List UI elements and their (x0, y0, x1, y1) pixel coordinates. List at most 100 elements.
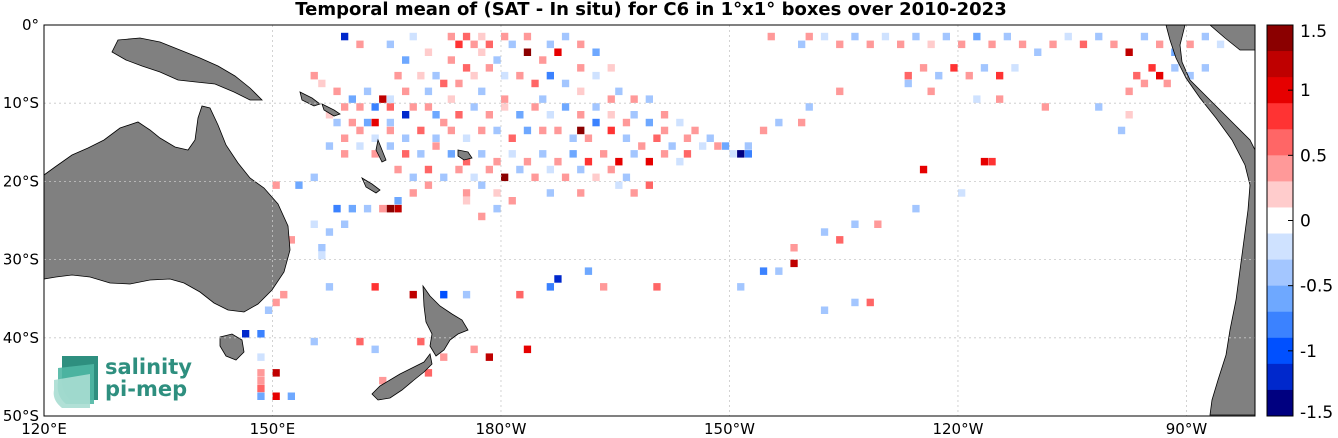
data-cell (478, 126, 486, 135)
longitude-tick-label: 150°W (704, 420, 755, 438)
data-cell (402, 87, 410, 96)
data-cell (379, 95, 387, 103)
data-cell (462, 157, 471, 166)
data-cell (508, 150, 516, 158)
data-cell (1186, 40, 1194, 49)
data-cell (577, 40, 585, 49)
data-cell (371, 118, 379, 127)
data-cell (653, 134, 661, 142)
data-cell (561, 79, 570, 88)
data-cell (980, 157, 989, 166)
data-cell (462, 64, 471, 72)
data-cell (257, 384, 265, 393)
data-cell (523, 126, 532, 135)
data-cell (470, 103, 478, 111)
data-cell (607, 64, 615, 72)
data-cell (402, 111, 410, 119)
data-cell (714, 142, 722, 150)
data-cell (851, 298, 859, 307)
latitude-tick-label: 0° (22, 16, 39, 34)
data-cell (440, 79, 448, 88)
data-cell (341, 220, 349, 228)
data-cell (371, 103, 379, 111)
data-cell (371, 134, 379, 142)
data-cell (394, 71, 402, 80)
data-cell (965, 71, 973, 80)
data-cell (325, 111, 334, 119)
data-cell (805, 103, 813, 111)
colorbar-swatch (1267, 389, 1293, 417)
data-cell (660, 126, 669, 135)
data-cell (1003, 32, 1011, 41)
data-cell (577, 64, 585, 72)
data-cell (325, 142, 334, 150)
data-cell (592, 173, 600, 182)
data-cell (820, 228, 829, 236)
data-cell (478, 48, 486, 56)
colorbar-swatch (1267, 285, 1293, 313)
data-cell (424, 48, 433, 56)
data-cell (683, 150, 692, 158)
data-cell (295, 181, 303, 189)
data-cell (318, 244, 326, 252)
colorbar-tick-label: 1 (1300, 81, 1311, 101)
data-cell (912, 32, 920, 41)
fiji-islands (457, 149, 473, 161)
data-cell (485, 40, 493, 49)
data-cell (600, 150, 608, 158)
data-cell (1064, 32, 1072, 41)
anomaly-cells (242, 32, 1240, 400)
data-cell (1095, 103, 1103, 111)
data-cell (402, 56, 410, 64)
data-cell (622, 173, 631, 182)
data-cell (470, 173, 478, 182)
data-cell (737, 283, 745, 291)
data-cell (615, 157, 623, 166)
data-cell (699, 142, 707, 150)
data-cell (516, 111, 524, 119)
colorbar-tick-label: 0.5 (1300, 146, 1327, 166)
data-cell (676, 157, 684, 166)
tasmania-landmass (219, 333, 245, 361)
data-cell (790, 244, 798, 252)
data-cell (691, 126, 699, 135)
data-cell (904, 71, 912, 80)
data-cell (363, 118, 372, 127)
data-cell (440, 118, 448, 127)
colorbar-swatch (1267, 363, 1293, 391)
data-cell (516, 290, 524, 299)
data-cell (1171, 64, 1179, 72)
data-cell (1201, 64, 1209, 72)
data-cell (958, 40, 966, 49)
data-cell (447, 126, 455, 135)
data-cell (1095, 32, 1103, 41)
data-cell (478, 181, 486, 189)
data-cell (1216, 40, 1225, 49)
data-cell (1125, 87, 1133, 96)
data-cell (729, 150, 737, 158)
data-cell (676, 118, 684, 127)
data-cell (531, 79, 539, 88)
longitude-tick-label: 150°E (250, 420, 296, 438)
data-cell (409, 173, 417, 182)
data-cell (919, 165, 928, 174)
colorbar-swatches (1267, 25, 1293, 417)
data-cell (554, 157, 562, 166)
data-cell (1163, 79, 1171, 88)
data-cell (310, 220, 318, 228)
data-cell (759, 126, 768, 135)
data-cell (950, 64, 958, 72)
data-cell (759, 267, 768, 275)
data-cell (394, 204, 402, 213)
data-cell (508, 197, 516, 205)
colorbar-tick-label: 0 (1300, 212, 1311, 232)
data-cell (958, 189, 966, 197)
data-cell (630, 150, 638, 158)
colorbar-tick-label: 1.5 (1300, 22, 1327, 42)
data-cell (820, 32, 829, 41)
data-cell (607, 111, 615, 119)
data-cell (790, 259, 798, 268)
data-cell (516, 71, 524, 80)
data-cell (577, 189, 585, 197)
data-cell (767, 32, 775, 41)
